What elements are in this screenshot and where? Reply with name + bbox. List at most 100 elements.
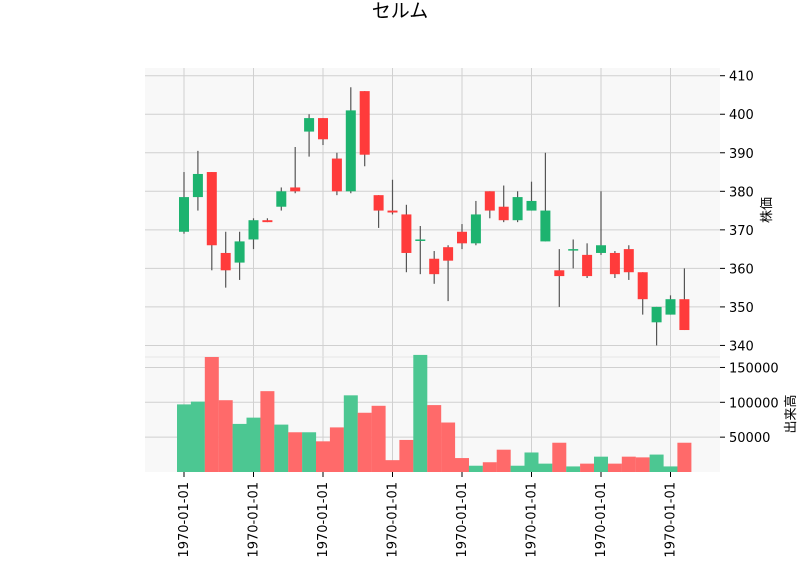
volume-bar (663, 466, 678, 472)
candle-body (651, 306, 662, 323)
volume-bar (316, 441, 330, 472)
price-plot-area (145, 68, 720, 357)
volume-bar (343, 395, 358, 472)
volume-tick-label: 50000 (729, 431, 770, 446)
volume-bar (204, 357, 219, 472)
volume-bar (302, 432, 317, 472)
price-axis-label: 株価 (760, 197, 775, 223)
candle-body (206, 172, 217, 246)
volume-bar (455, 458, 469, 472)
volume-bar (635, 457, 650, 472)
candle-body (554, 270, 565, 277)
candle-body (262, 220, 273, 223)
candle-body (276, 191, 287, 207)
volume-bar (677, 442, 692, 472)
volume-bar (218, 400, 233, 472)
volume-bar (538, 463, 553, 472)
x-tick-label: 1970-01-01 (525, 482, 540, 558)
candle-body (484, 191, 495, 211)
price-tick-label: 370 (729, 224, 754, 239)
volume-bar (496, 449, 511, 472)
volume-axis-label: 出来高 (783, 394, 799, 433)
volume-bar (232, 423, 247, 472)
candle-body (192, 173, 203, 198)
volume-bar (260, 391, 275, 472)
volume-bar (190, 401, 205, 472)
candle-body (220, 252, 231, 271)
volume-bar (510, 465, 525, 472)
candle-body (596, 245, 606, 253)
volume-bar (413, 354, 428, 472)
volume-bar (385, 460, 400, 472)
price-tick-label: 350 (729, 301, 754, 316)
chart-title: セルム (372, 0, 429, 22)
candle-body (179, 197, 189, 232)
candle-body (331, 158, 342, 192)
candle-body (623, 249, 634, 273)
x-tick-label: 1970-01-01 (386, 482, 401, 558)
candle-body (679, 299, 690, 331)
candle-body (582, 254, 593, 277)
x-tick-label: 1970-01-01 (247, 482, 262, 558)
price-tick-label: 340 (729, 339, 754, 354)
candle-body (568, 249, 579, 251)
x-tick-label: 1970-01-01 (664, 482, 679, 558)
volume-bar (566, 466, 581, 472)
price-tick-label: 400 (729, 108, 754, 123)
volume-bar (288, 432, 303, 472)
volume-bar (594, 456, 608, 472)
candle-body (665, 299, 676, 315)
x-tick-label: 1970-01-01 (594, 482, 609, 558)
volume-panel: 50000 100000 150000 (145, 354, 779, 472)
candle-body (248, 220, 259, 240)
candle-body (373, 195, 384, 211)
x-tick-label: 1970-01-01 (455, 482, 470, 558)
candle-body (318, 118, 328, 140)
volume-bar (399, 439, 414, 472)
candle-body (387, 210, 398, 213)
volume-bar (649, 454, 664, 472)
candle-body (304, 118, 315, 132)
volume-tick-label: 150000 (729, 361, 779, 376)
candle-body (443, 247, 454, 261)
candle-body (526, 200, 537, 211)
volume-bar (329, 427, 344, 472)
candle-body (457, 231, 467, 244)
volume-bar (552, 442, 567, 472)
volume-bar (607, 463, 622, 472)
volume-bar (468, 465, 483, 472)
candle-body (498, 206, 509, 221)
x-tick-label: 1970-01-01 (177, 482, 192, 558)
volume-bar (357, 412, 372, 472)
candle-body (429, 258, 440, 275)
candle-body (290, 187, 301, 192)
volume-bar (274, 424, 289, 472)
candle-body (540, 210, 551, 242)
candle-body (637, 272, 648, 300)
x-axis: 1970-01-01 1970-01-01 1970-01-01 1970-01-01… (177, 472, 679, 558)
volume-bar (482, 462, 497, 472)
volume-bar (371, 405, 386, 472)
candle-body (234, 241, 245, 263)
volume-bar (524, 452, 539, 472)
candle-body (415, 239, 426, 241)
candle-body (401, 214, 412, 253)
x-tick-label: 1970-01-01 (316, 482, 331, 558)
price-panel: 340 350 360 370 380 390 400 410 (145, 68, 754, 357)
volume-bar (177, 404, 191, 472)
volume-bar (427, 405, 442, 472)
candle-body (359, 91, 370, 155)
volume-bar (621, 456, 636, 472)
price-tick-label: 410 (729, 70, 754, 85)
candle-body (470, 214, 481, 244)
candle-body (609, 252, 620, 275)
volume-tick-label: 100000 (729, 396, 779, 411)
volume-bar (580, 463, 595, 472)
price-tick-label: 360 (729, 262, 754, 277)
candle-body (512, 197, 523, 221)
volume-bar (246, 417, 261, 472)
price-tick-label: 380 (729, 185, 754, 200)
volume-bar (441, 422, 456, 472)
candle-body (345, 110, 356, 192)
